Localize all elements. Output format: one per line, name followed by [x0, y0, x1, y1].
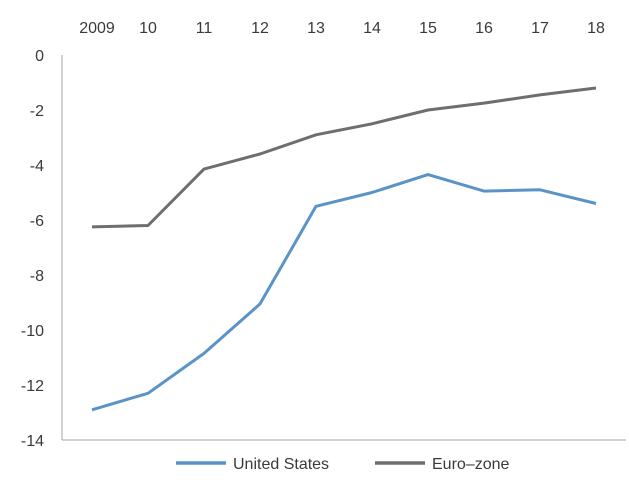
y-tick-label: -2	[30, 103, 44, 120]
x-tick-labels: 2009 10 11 12 13 14 15 16 17 18	[79, 20, 605, 37]
y-tick-label: -10	[21, 323, 44, 340]
y-tick-labels: 0 -2 -4 -6 -8 -10 -12 -14	[21, 48, 44, 450]
y-tick-label: -14	[21, 433, 44, 450]
y-tick-label: -6	[30, 213, 44, 230]
x-tick-label: 17	[531, 20, 549, 37]
x-tick-label: 11	[196, 20, 213, 37]
x-tick-label: 10	[139, 20, 157, 37]
x-tick-label: 2009	[79, 20, 115, 37]
series-line-0	[91, 173, 597, 412]
y-tick-label: 0	[35, 48, 44, 65]
x-tick-label: 14	[363, 20, 381, 37]
x-tick-label: 16	[475, 20, 493, 37]
x-tick-label: 13	[307, 20, 325, 37]
legend: United States Euro–zone	[176, 456, 509, 473]
x-tick-label: 15	[419, 20, 437, 37]
x-tick-label: 12	[251, 20, 269, 37]
legend-label-1: Euro–zone	[432, 456, 509, 473]
legend-label-0: United States	[233, 456, 329, 473]
series-lines	[91, 86, 597, 412]
y-tick-label: -4	[30, 158, 44, 175]
x-tick-label: 18	[587, 20, 605, 37]
series-line-1	[91, 86, 597, 229]
y-tick-label: -8	[30, 268, 44, 285]
axes	[61, 55, 626, 441]
y-tick-label: -12	[21, 378, 44, 395]
